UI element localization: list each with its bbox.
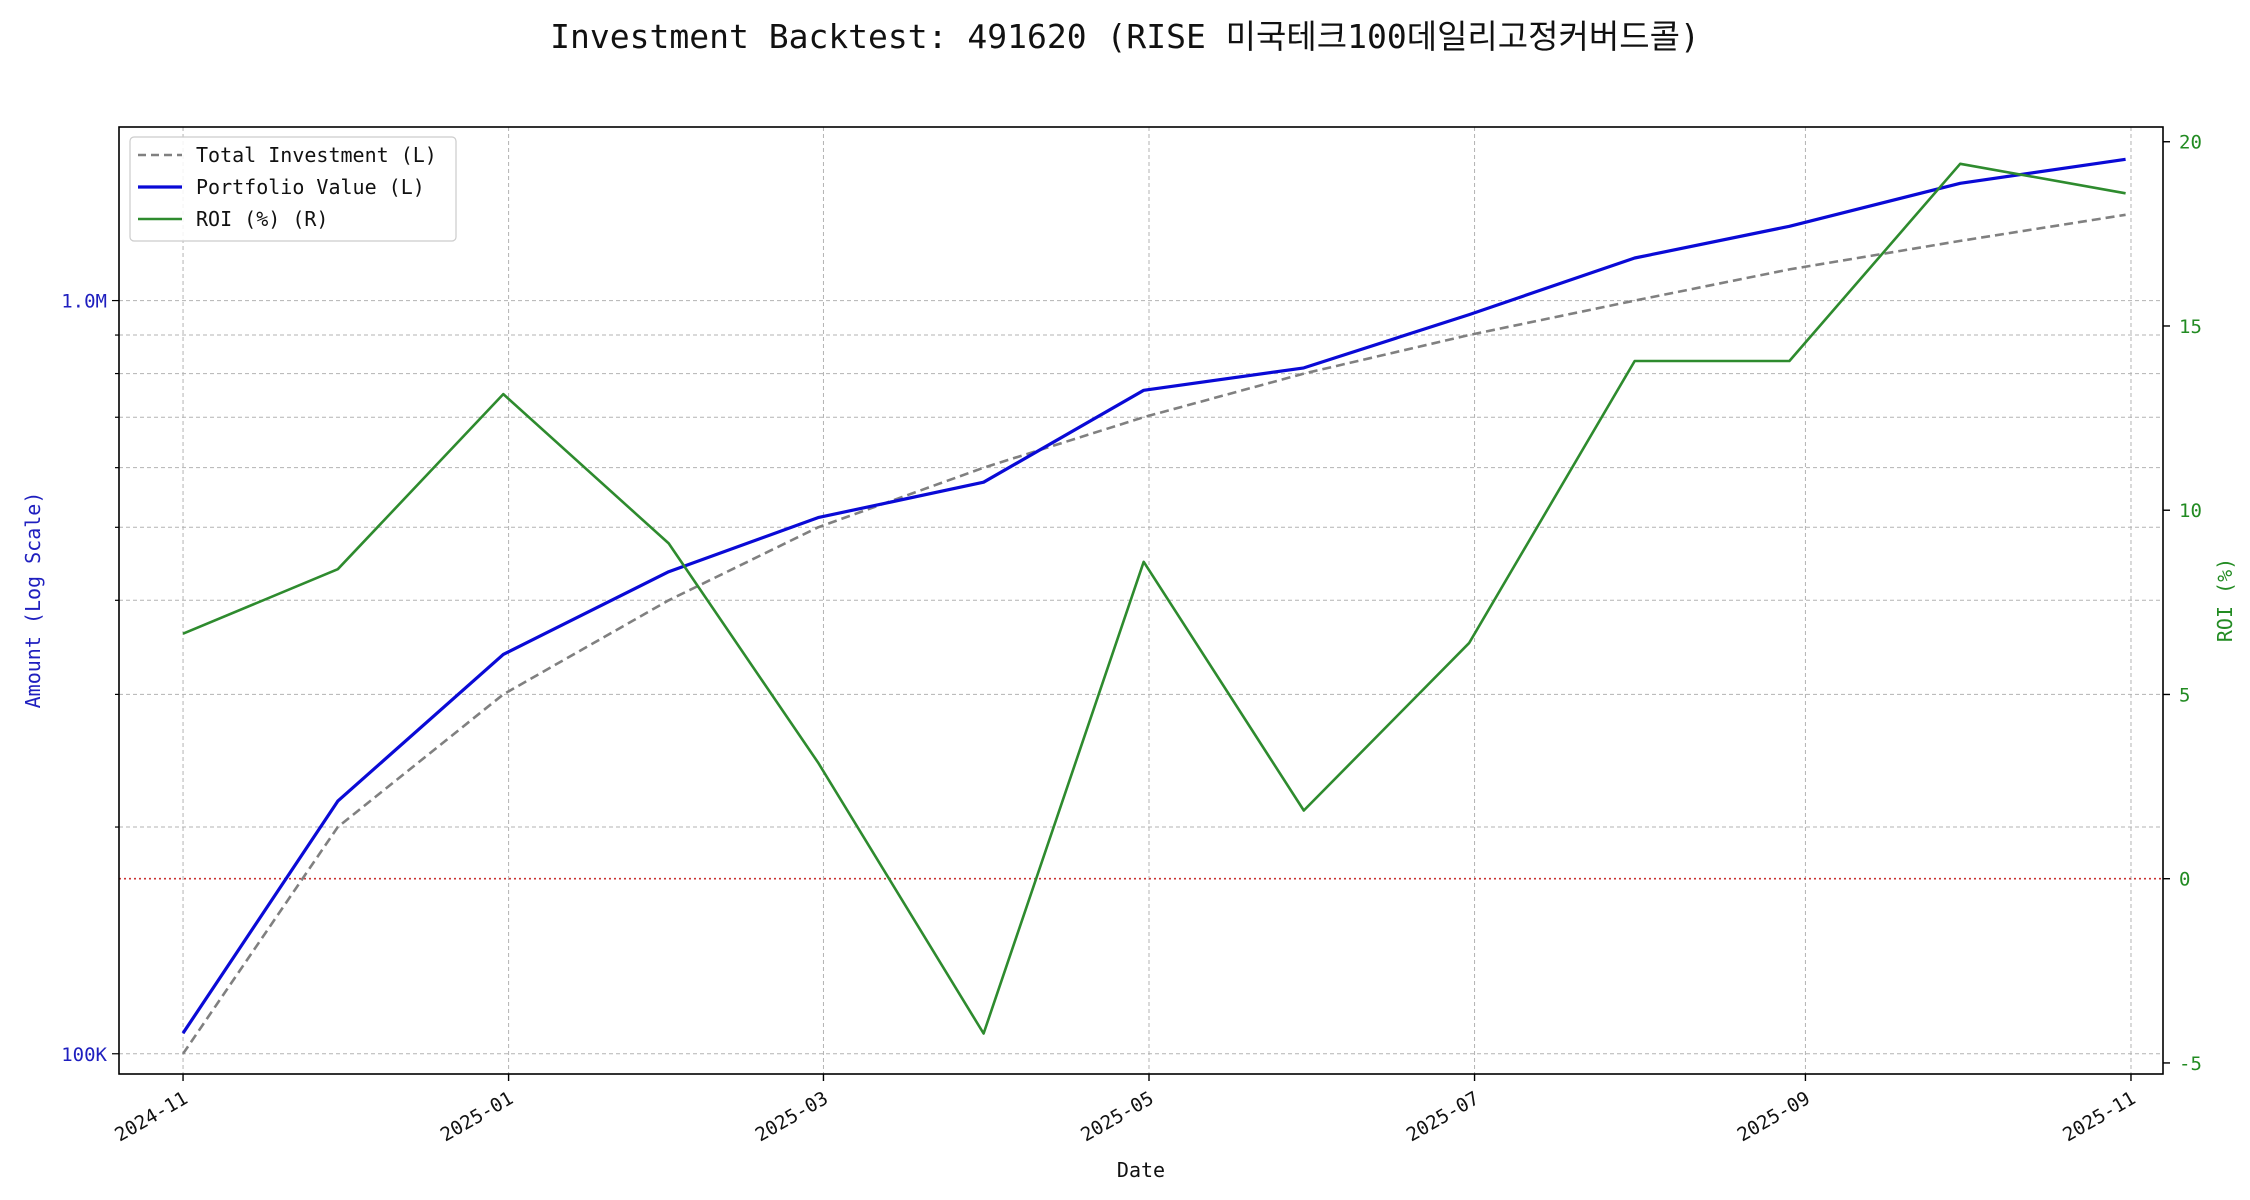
right-tick-label: 15 — [2179, 316, 2202, 338]
x-tick-label: 2024-11 — [111, 1087, 191, 1146]
legend: Total Investment (L) Portfolio Value (L) R… — [129, 136, 457, 242]
legend-box — [129, 136, 457, 242]
right-tick-label: -5 — [2179, 1053, 2202, 1075]
right-tick-label: 5 — [2179, 684, 2190, 706]
x-axis-label: Date — [1117, 1158, 1165, 1182]
left-tick-label: 1.0M — [61, 291, 107, 313]
x-tick-label: 2025-09 — [1734, 1087, 1814, 1146]
right-tick-label: 0 — [2179, 869, 2190, 891]
left-y-axis-label: Amount (Log Scale) — [21, 492, 45, 709]
series-line-2 — [181, 157, 2126, 1035]
left-y-axis: 100K 1.0M — [61, 291, 119, 1066]
x-tick-label: 2025-11 — [2059, 1087, 2139, 1146]
series-line-1 — [181, 213, 2126, 1055]
x-tick-label: 2025-01 — [437, 1087, 517, 1146]
series-group — [181, 157, 2126, 1055]
x-axis: 2024-11 2025-01 2025-03 2025-05 2025-07 2025-… — [111, 1074, 2139, 1146]
left-tick-label: 100K — [61, 1044, 107, 1066]
legend-label: ROI (%) (R) — [196, 207, 328, 231]
x-tick-label: 2025-07 — [1403, 1087, 1483, 1146]
right-y-axis: -5 0 5 10 15 20 — [2163, 132, 2202, 1075]
series-line-3 — [182, 162, 2126, 1035]
legend-label: Portfolio Value (L) — [196, 175, 425, 199]
right-y-axis-label: ROI (%) — [2213, 558, 2237, 642]
right-tick-label: 10 — [2179, 500, 2202, 522]
x-tick-label: 2025-03 — [752, 1087, 832, 1146]
chart-title: Investment Backtest: 491620 (RISE 미국테크10… — [550, 17, 1700, 56]
grid — [119, 127, 2163, 1074]
x-tick-label: 2025-05 — [1077, 1087, 1157, 1146]
right-tick-label: 20 — [2179, 132, 2202, 154]
legend-label: Total Investment (L) — [196, 143, 437, 167]
